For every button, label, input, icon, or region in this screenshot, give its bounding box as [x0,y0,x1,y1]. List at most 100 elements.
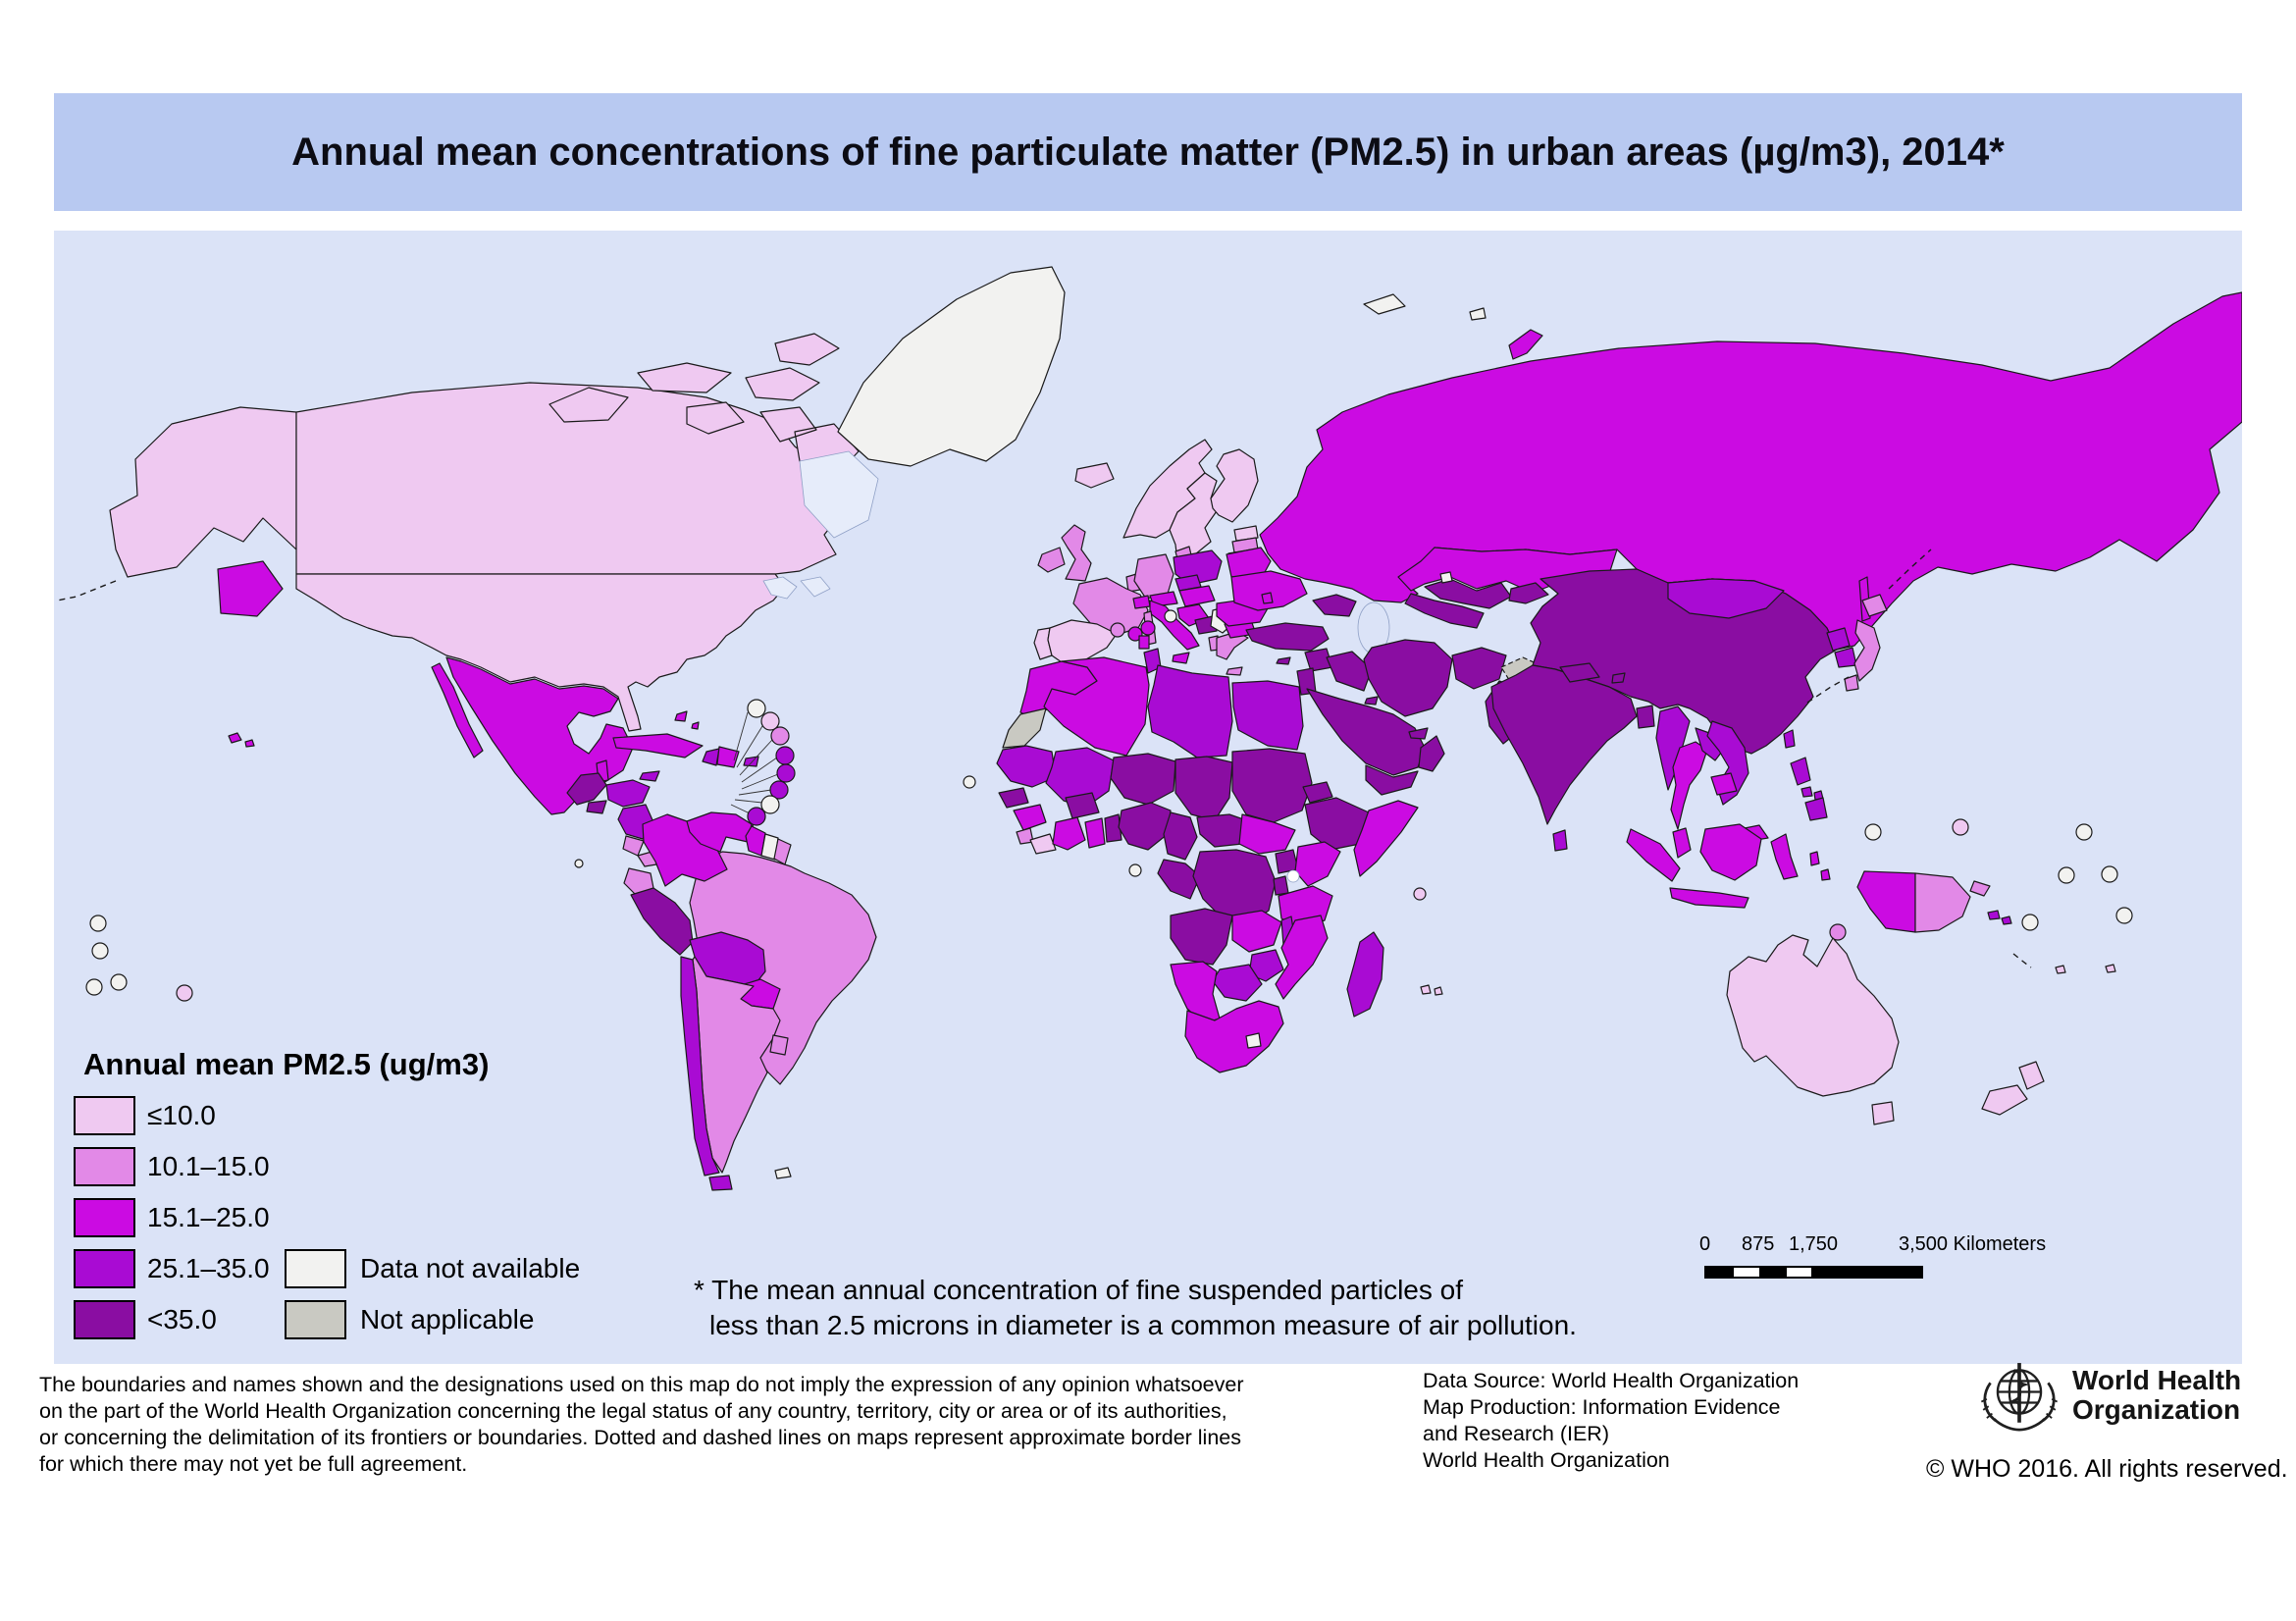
region-guyana [745,825,766,857]
med-square-malta [1138,635,1150,650]
region-arctic-islands [548,333,860,484]
region-estonia [1233,525,1259,542]
region-philippines-visayas [1800,786,1824,801]
who-logo-line-1: World Health [2072,1365,2242,1395]
antilles-circle-7 [760,795,780,814]
region-alaska [109,406,297,578]
region-afghanistan [1451,647,1507,690]
region-angola [1170,908,1233,966]
region-mongolia [1667,578,1785,619]
antilles-circle-6 [769,780,789,800]
region-japan-honshu [1853,619,1881,682]
page-title: Annual mean concentrations of fine parti… [291,130,2005,174]
who-logo: World Health Organization [1974,1352,2278,1470]
region-liberia [1029,833,1057,855]
region-java [1669,887,1749,909]
region-france [1072,577,1149,637]
region-sri-lanka [1552,829,1568,852]
region-senegal [998,787,1029,809]
region-niger [1110,753,1176,806]
antilles-leader-lines [730,711,779,814]
region-turkey [1245,622,1330,652]
who-emblem-icon [1980,1363,2059,1432]
antilles-circle-5 [776,763,796,783]
region-poland [1173,549,1223,586]
disclaimer-line-4: for which there may not yet be full agre… [39,1452,468,1476]
pacific-circles [85,818,2133,1002]
region-el-salvador [586,800,607,814]
region-hawaii [228,732,255,748]
map-panel: Annual mean PM2.5 (ug/m3) ≤10.0 10.1–15.… [54,231,2242,1364]
region-usa [295,573,786,732]
data-source-credits: Data Source: World Health Organization M… [1423,1368,1799,1474]
region-tierra-del-fuego [708,1175,733,1191]
med-circle-andorra [1110,622,1125,638]
region-south-korea [1834,647,1857,668]
region-chile [680,956,720,1177]
region-north-korea [1826,627,1851,652]
region-cabo-verde [963,775,976,789]
region-honduras [605,779,651,808]
region-sao-tome [1128,863,1142,877]
region-iceland [1074,462,1115,489]
region-dominican-republic [716,746,740,768]
region-chukotka [217,560,284,617]
region-iraq [1326,651,1373,692]
region-french-guiana [773,838,792,865]
disclaimer-line-3: or concerning the delimitation of its fr… [39,1426,1241,1449]
region-jamaica [639,770,660,782]
region-moluccas [1809,851,1831,881]
region-bahamas [674,710,700,730]
region-eritrea [1302,781,1333,804]
region-nz-south [1981,1084,2028,1116]
region-south-sudan [1238,813,1296,855]
disclaimer-line-2: on the part of the World Health Organiza… [39,1399,1227,1423]
region-sumatra [1626,828,1681,882]
region-solomon-circle [1829,923,1847,941]
region-cameroon [1163,811,1198,861]
great-lakes [762,576,831,600]
region-philippines-mindanao [1804,797,1828,821]
footer: The boundaries and names shown and the d… [0,1363,2296,1621]
region-western-sahara [1002,707,1047,749]
region-venezuela [686,811,753,853]
antilles-circle-3 [770,726,790,746]
region-sulawesi [1770,833,1799,880]
region-ghana [1084,817,1106,849]
credits-line-4: World Health Organization [1423,1448,1670,1472]
boundaries-disclaimer: The boundaries and names shown and the d… [39,1372,1243,1478]
antilles-circle-8 [747,807,766,826]
region-sudan [1231,748,1313,823]
antilles-circle-2 [760,711,780,731]
region-kalimantan [1699,823,1762,881]
region-ireland [1037,547,1066,573]
region-fiji-specks [2055,964,2116,974]
region-zambia [1231,910,1282,953]
region-solomon-islands [1987,910,2012,925]
region-algeria [1043,656,1150,757]
region-burkina-faso [1065,792,1100,819]
region-egypt [1231,680,1304,751]
region-cambodia [1710,772,1738,796]
region-madagascar [1346,931,1384,1018]
credits-line-3: and Research (IER) [1423,1422,1609,1445]
region-switzerland [1132,595,1151,609]
region-small-state-circle [1164,609,1177,623]
antilles-circle-4 [775,746,795,765]
region-novaya-zemlya [1508,329,1543,360]
region-bangladesh [1636,705,1655,729]
region-png [1914,872,1971,933]
region-uae-qatar [1408,727,1429,740]
region-kuwait [1364,696,1379,706]
region-japan-kyushu [1844,674,1859,692]
region-lesotho [1245,1032,1262,1049]
region-caucasus [1312,594,1357,617]
region-sicily [1172,652,1190,664]
world-map [56,266,2242,1191]
region-germany [1133,553,1174,600]
region-mozambique [1275,915,1329,1000]
hudson-bay [799,450,879,539]
region-falklands [774,1167,792,1179]
region-guinea [1013,804,1047,831]
region-haiti [702,748,720,766]
